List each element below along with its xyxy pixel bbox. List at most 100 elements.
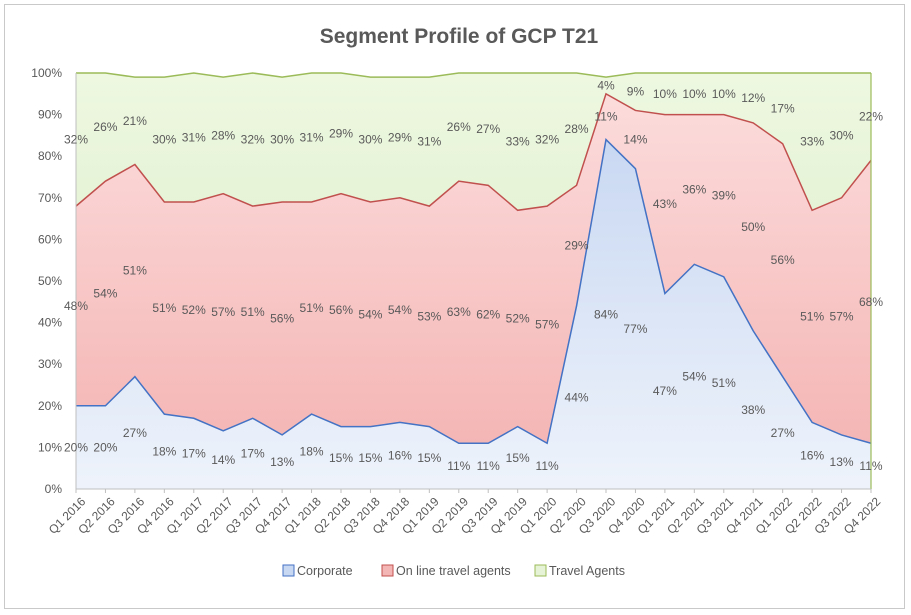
data-label: 16% <box>388 449 412 463</box>
data-label: 77% <box>623 322 647 336</box>
data-label: 39% <box>712 189 736 203</box>
data-label: 18% <box>152 445 176 459</box>
data-label: 15% <box>358 451 382 465</box>
data-label: 51% <box>800 309 824 323</box>
data-label: 11% <box>477 459 500 473</box>
data-label: 9% <box>627 85 645 99</box>
data-label: 56% <box>771 253 795 267</box>
data-label: 43% <box>653 197 677 211</box>
data-label: 13% <box>830 455 854 469</box>
legend-label: Corporate <box>297 564 353 578</box>
data-label: 14% <box>623 133 647 147</box>
area-travel-agents <box>76 73 871 211</box>
area-corporate <box>76 139 871 489</box>
data-label: 18% <box>300 445 324 459</box>
data-label: 32% <box>241 133 265 147</box>
data-label: 52% <box>182 303 206 317</box>
y-tick-label: 80% <box>38 149 62 163</box>
y-tick-label: 0% <box>45 482 63 496</box>
legend-swatch <box>534 564 547 577</box>
data-label: 51% <box>152 301 176 315</box>
data-label: 33% <box>506 135 530 149</box>
data-label: 56% <box>329 303 353 317</box>
legend-swatch <box>282 564 295 577</box>
data-label: 15% <box>506 451 530 465</box>
data-label: 38% <box>741 403 765 417</box>
data-label: 50% <box>741 220 765 234</box>
data-label: 11% <box>447 459 470 473</box>
data-label: 29% <box>388 130 412 144</box>
data-label: 30% <box>830 128 854 142</box>
data-label: 28% <box>211 128 235 142</box>
data-label: 27% <box>123 426 147 440</box>
data-label: 51% <box>241 305 265 319</box>
data-label: 29% <box>329 126 353 140</box>
data-label: 52% <box>506 311 530 325</box>
data-label: 20% <box>64 440 88 454</box>
legend: Corporate On line travel agents Travel Age… <box>282 564 625 578</box>
data-label: 10% <box>682 87 706 101</box>
data-label: 4% <box>597 78 615 92</box>
area-on-line-travel-agents <box>76 93 871 444</box>
data-label: 26% <box>93 120 117 134</box>
data-labels: 20% 20% 27% 18% 17% 14% 17% 13% 18% 15% 15% 16% 15% 1… <box>64 78 883 473</box>
data-label: 10% <box>653 87 677 101</box>
data-label: 30% <box>270 133 294 147</box>
y-tick-label: 20% <box>38 399 62 413</box>
data-label: 31% <box>300 130 324 144</box>
data-label: 32% <box>535 133 559 147</box>
data-label: 54% <box>682 370 706 384</box>
y-tick-label: 60% <box>38 232 62 246</box>
data-label: 63% <box>447 305 471 319</box>
data-label: 54% <box>93 286 117 300</box>
data-label: 31% <box>417 135 441 149</box>
data-label: 56% <box>270 311 294 325</box>
y-tick-label: 30% <box>38 357 62 371</box>
data-label: 29% <box>565 239 589 253</box>
data-label: 27% <box>476 122 500 136</box>
data-label: 11% <box>594 110 617 124</box>
data-label: 36% <box>682 182 706 196</box>
data-label: 21% <box>123 114 147 128</box>
series-areas <box>76 73 871 489</box>
line-corporate <box>76 138 872 445</box>
data-label: 54% <box>388 303 412 317</box>
data-label: 17% <box>182 447 206 461</box>
y-tick-label: 10% <box>38 440 62 454</box>
data-label: 20% <box>93 440 117 454</box>
data-label: 57% <box>830 309 854 323</box>
data-label: 62% <box>476 307 500 321</box>
data-label: 15% <box>329 451 353 465</box>
data-label: 17% <box>241 447 265 461</box>
y-tick-label: 50% <box>38 274 62 288</box>
data-label: 57% <box>211 305 235 319</box>
data-label: 44% <box>565 390 589 404</box>
line-on-line-travel-agents <box>75 92 872 212</box>
data-label: 32% <box>64 133 88 147</box>
legend-label: On line travel agents <box>396 564 511 578</box>
data-label: 22% <box>859 110 883 124</box>
data-label: 51% <box>300 301 324 315</box>
data-label: 15% <box>417 451 441 465</box>
data-label: 57% <box>535 318 559 332</box>
data-label: 31% <box>182 130 206 144</box>
data-label: 30% <box>358 133 382 147</box>
data-label: 33% <box>800 135 824 149</box>
data-label: 51% <box>123 264 147 278</box>
data-label: 11% <box>536 459 559 473</box>
data-label: 51% <box>712 376 736 390</box>
data-label: 53% <box>417 309 441 323</box>
y-tick-label: 70% <box>38 191 62 205</box>
data-label: 10% <box>712 87 736 101</box>
data-label: 84% <box>594 307 618 321</box>
chart-title: Segment Profile of GCP T21 <box>320 25 599 48</box>
data-label: 27% <box>771 426 795 440</box>
data-label: 26% <box>447 120 471 134</box>
data-label: 47% <box>653 384 677 398</box>
legend-label: Travel Agents <box>549 564 625 578</box>
data-label: 28% <box>565 122 589 136</box>
data-label: 30% <box>152 133 176 147</box>
series-lines <box>75 72 872 489</box>
data-label: 12% <box>741 91 765 105</box>
